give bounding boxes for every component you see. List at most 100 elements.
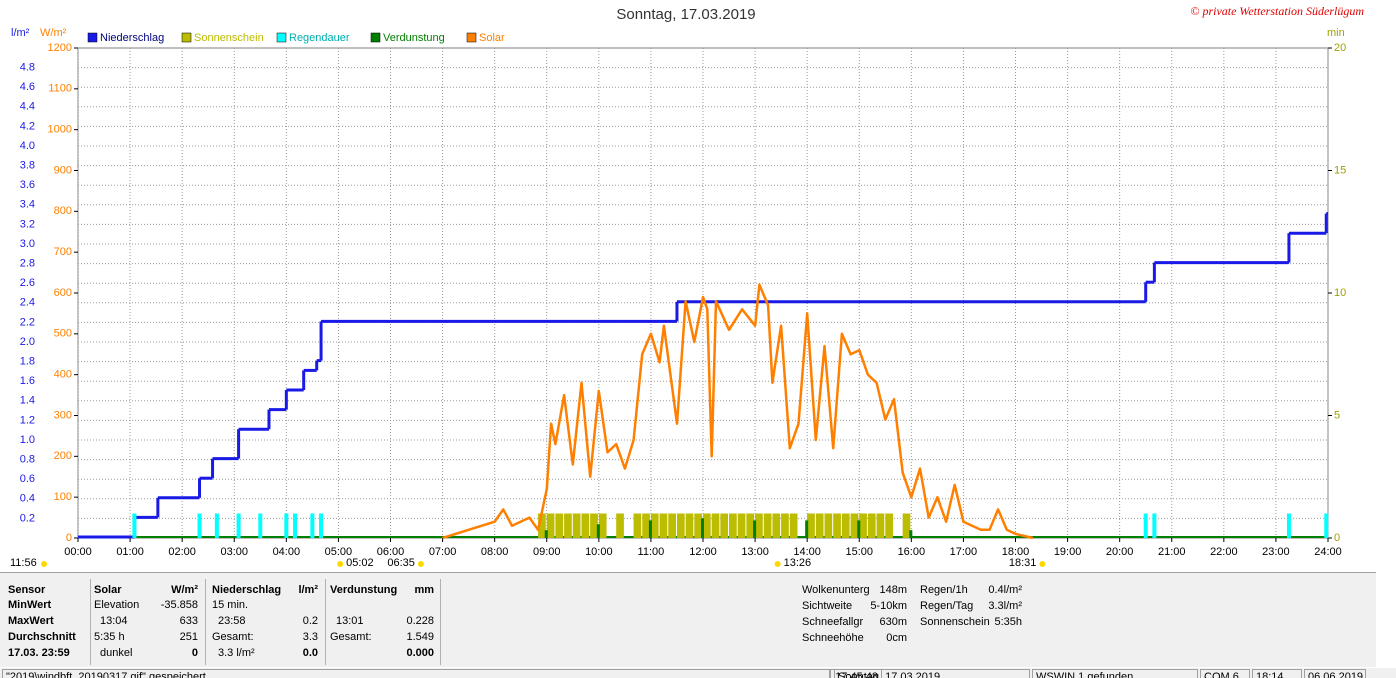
x-tick-label: 09:00: [533, 546, 561, 558]
y-tick-label: 2.0: [20, 336, 35, 348]
stats-row-label: 17.03. 23:59: [8, 647, 70, 659]
y2-tick-label: 900: [54, 164, 72, 176]
legend-label: Sonnenschein: [194, 32, 264, 44]
sun-dot: [417, 561, 424, 567]
info-value: 630m: [879, 616, 907, 628]
status-segment: 06.06.2019: [1304, 669, 1366, 678]
y-tick-label: 4.8: [20, 62, 35, 74]
sunshine-bar: [859, 513, 867, 538]
cell-label: 13:04: [100, 615, 128, 627]
sunshine-bar: [555, 513, 564, 538]
sunshine-bar: [876, 513, 885, 538]
info-value: 148m: [879, 584, 907, 596]
y-tick-label: 4.2: [20, 120, 35, 132]
cell-label: 15 min.: [212, 599, 249, 611]
spike-bar: [293, 513, 298, 538]
y-tick-label: 0.8: [20, 454, 35, 466]
sunshine-bar: [746, 513, 755, 538]
status-segment: COM 6: [1200, 669, 1250, 678]
spike-bar: [236, 513, 241, 538]
legend-label: Regendauer: [289, 32, 350, 44]
sunshine-bar: [737, 513, 746, 538]
legend-label: Solar: [479, 32, 505, 44]
legend-swatch: [181, 32, 192, 43]
spike-bar: [284, 513, 289, 538]
cell-label: Elevation: [94, 599, 140, 611]
chart-title: Sonntag, 17.03.2019: [616, 6, 755, 23]
sunshine-bar: [616, 513, 624, 538]
spike-bar: [753, 520, 757, 538]
sun-dot: [774, 561, 781, 567]
y-axis-label: l/m²: [11, 27, 30, 39]
sun-marker: 11:56: [10, 557, 37, 569]
info-label: Schneehöhe: [802, 632, 864, 644]
spike-bar: [1286, 513, 1291, 538]
cell-value: 0.000: [406, 647, 434, 659]
col-unit: l/m²: [298, 584, 318, 596]
y2-tick-label: 500: [54, 328, 72, 340]
sunshine-bar: [676, 513, 685, 538]
sun-marker: 05:02: [346, 557, 374, 569]
y3-tick-label: 15: [1334, 164, 1346, 176]
spike-bar: [1324, 513, 1329, 538]
y2-tick-label: 400: [54, 369, 72, 381]
x-tick-label: 13:00: [741, 546, 769, 558]
y2-tick-label: 200: [54, 450, 72, 462]
cell-label: 23:58: [218, 615, 246, 627]
x-tick-label: 16:00: [898, 546, 926, 558]
sun-dot: [337, 561, 344, 567]
sun-marker: 13:26: [784, 557, 812, 569]
x-tick-label: 21:00: [1158, 546, 1186, 558]
separator: [325, 579, 326, 665]
sunshine-bar: [564, 513, 572, 538]
spike-bar: [909, 530, 913, 538]
spike-bar: [214, 513, 219, 538]
spike-bar: [258, 513, 263, 538]
spike-bar: [701, 518, 704, 538]
spike-bar: [132, 513, 137, 538]
y-tick-label: 2.2: [20, 316, 35, 328]
spike-bar: [1117, 536, 1121, 538]
y2-tick-label: 800: [54, 205, 72, 217]
sunshine-bar: [650, 513, 659, 538]
legend-swatch: [370, 32, 381, 43]
spike-bar: [310, 513, 315, 538]
cell-label: 13:01: [336, 615, 364, 627]
y2-tick-label: 0: [66, 532, 72, 544]
spike-bar: [1152, 513, 1157, 538]
sunshine-bar: [572, 513, 581, 538]
y-tick-label: 3.2: [20, 218, 35, 230]
spike-bar: [857, 520, 861, 538]
solar-line: [442, 283, 1034, 540]
x-tick-label: 00:00: [64, 546, 92, 558]
info-value: 0.4l/m²: [988, 584, 1022, 596]
y-tick-label: 1.4: [20, 395, 35, 407]
spike-bar: [544, 530, 548, 538]
info-label: Regen/1h: [920, 584, 968, 596]
status-bar: "2019\windbft_20190317.gif" gespeichert 1…: [0, 668, 1396, 678]
sunshine-bar: [711, 513, 720, 538]
sun-dot: [41, 561, 47, 567]
status-segment: 18:14: [1252, 669, 1302, 678]
x-tick-label: 20:00: [1106, 546, 1134, 558]
stats-header: Sensor: [8, 584, 46, 596]
col-unit: mm: [414, 584, 434, 596]
stats-row-label: MaxWert: [8, 615, 54, 627]
y-tick-label: 1.2: [20, 414, 35, 426]
y-tick-label: 2.4: [20, 297, 35, 309]
sunshine-bar: [659, 513, 668, 538]
cell-label: dunkel: [100, 647, 133, 659]
sunshine-bar: [772, 513, 781, 538]
sunshine-bar: [755, 513, 763, 538]
y3-axis-label: min: [1327, 27, 1345, 39]
cell-label: 3.3 l/m²: [218, 647, 255, 659]
x-tick-label: 10:00: [585, 546, 613, 558]
sunshine-bar: [841, 513, 850, 538]
x-tick-label: 04:00: [273, 546, 301, 558]
info-value: 5:35h: [994, 616, 1022, 628]
sun-marker: 06:35: [387, 557, 415, 569]
x-tick-label: 15:00: [845, 546, 873, 558]
y-tick-label: 0.6: [20, 473, 35, 485]
cell-value: -35.858: [160, 599, 198, 611]
